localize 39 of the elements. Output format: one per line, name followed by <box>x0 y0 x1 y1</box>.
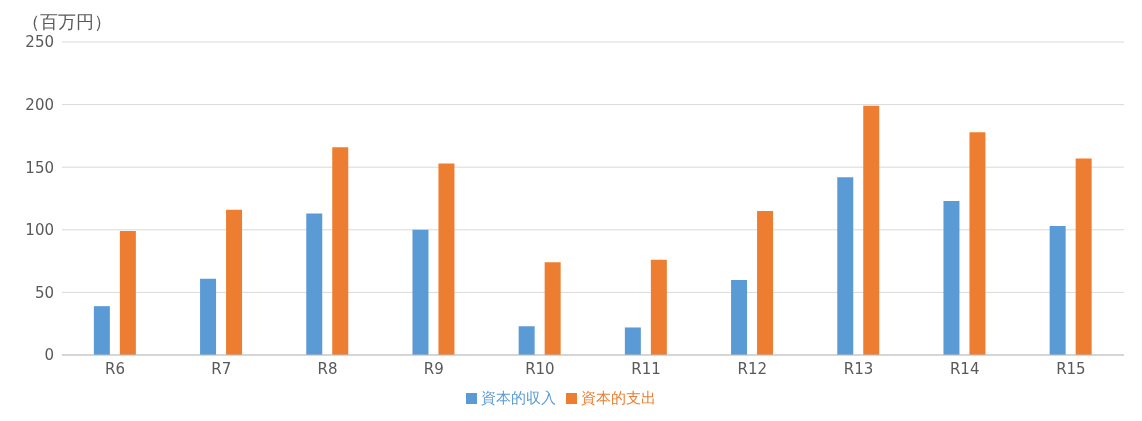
bar <box>332 147 349 355</box>
x-tick-label: R10 <box>525 359 555 378</box>
bar <box>438 163 455 355</box>
y-tick-label: 150 <box>25 158 54 177</box>
bar <box>1049 226 1066 355</box>
x-tick-label: R7 <box>211 359 232 378</box>
bar <box>200 278 217 355</box>
bar <box>837 177 854 355</box>
bar <box>544 262 561 355</box>
bar <box>412 229 429 355</box>
bar <box>93 306 110 355</box>
bar <box>969 132 986 355</box>
x-tick-label: R15 <box>1056 359 1086 378</box>
x-tick-label: R14 <box>949 359 980 378</box>
bar <box>863 105 880 355</box>
bar <box>731 279 748 355</box>
bar <box>1075 158 1092 355</box>
x-tick-label: R12 <box>737 359 768 378</box>
x-tick-label: R6 <box>105 359 126 378</box>
x-tick-label: R8 <box>317 359 338 378</box>
bar <box>518 326 535 355</box>
bar <box>226 209 243 355</box>
y-tick-label: 250 <box>25 33 54 52</box>
x-tick-label: R9 <box>423 359 444 378</box>
bar <box>306 213 323 355</box>
bar <box>650 259 667 355</box>
y-tick-label: 100 <box>25 221 54 240</box>
bar <box>757 211 774 355</box>
x-tick-label: R13 <box>843 359 874 378</box>
legend-label: 資本的収入 <box>481 389 556 407</box>
bar <box>624 327 641 355</box>
legend-label: 資本的支出 <box>581 389 656 407</box>
y-tick-label: 50 <box>34 283 54 302</box>
y-tick-label: 200 <box>25 95 54 114</box>
bar <box>119 231 136 355</box>
x-tick-label: R11 <box>631 359 661 378</box>
bar <box>943 201 960 355</box>
y-tick-label: 0 <box>44 346 54 365</box>
y-axis-title: （百万円） <box>22 10 112 34</box>
